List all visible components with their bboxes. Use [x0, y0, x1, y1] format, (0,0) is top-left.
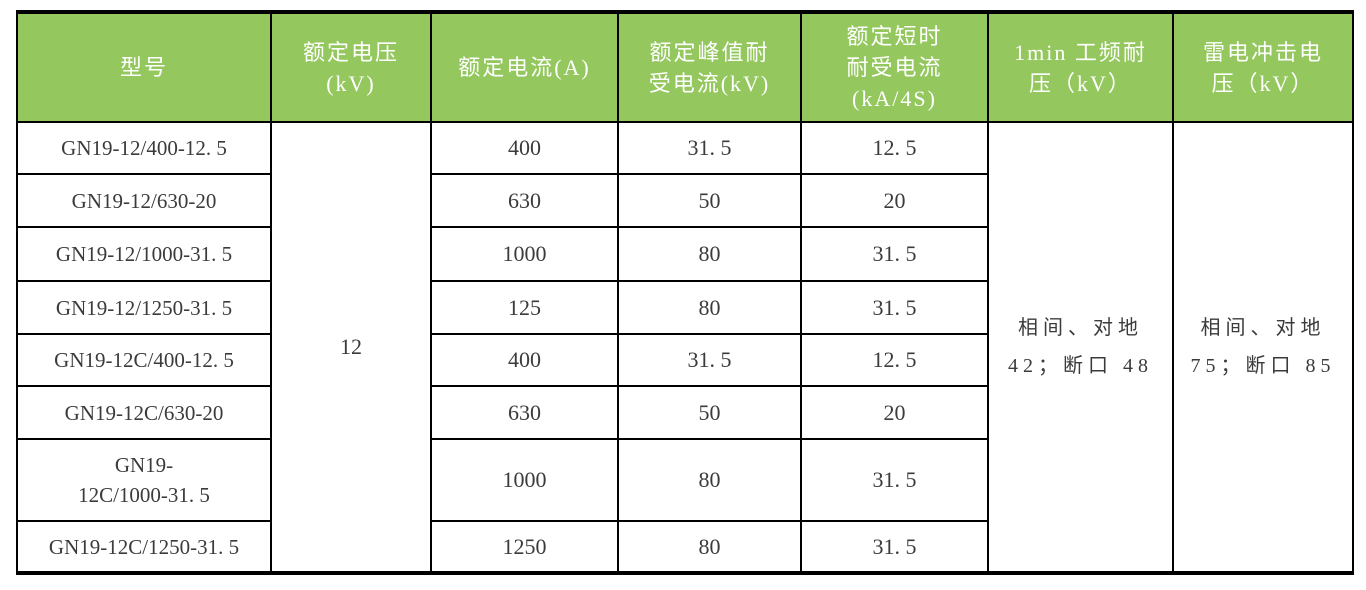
table-row: GN19-12/400-12. 5 12 400 31. 5 12. 5 相间、…	[16, 121, 1354, 574]
peak-withstand-cell: 50	[617, 385, 802, 440]
table-row: GN19-12/1000-31. 5 1000 80 31. 5	[16, 226, 1353, 282]
rated-current-cell: 1000	[430, 226, 619, 282]
model-cell: GN19- 12C/1000-31. 5	[16, 438, 272, 522]
peak-withstand-cell: 50	[617, 173, 802, 228]
power-freq-merged-cell: 相间、对地 42；断口 48	[987, 121, 1174, 574]
model-cell: GN19-12/400-12. 5	[16, 121, 272, 175]
short-time-withstand-cell: 31. 5	[800, 226, 989, 282]
header-power-freq-withstand: 1min 工频耐 压（kV）	[987, 11, 1174, 123]
table-row: GN19- 12C/1000-31. 5 1000 80 31. 5	[16, 438, 1353, 522]
table-row: GN19-12/630-20 630 50 20	[16, 173, 1353, 228]
spec-table: 型号 额定电压 (kV) 额定电流(A) 额定峰值耐 受电流(kV) 额定短时 …	[16, 10, 1354, 575]
table-row: GN19-12/1250-31. 5 125 80 31. 5	[16, 280, 1353, 335]
peak-withstand-cell: 80	[617, 226, 802, 282]
lightning-impulse-merged-cell: 相间、对地 75；断口 85	[1172, 121, 1354, 574]
rated-current-cell: 125	[430, 280, 619, 335]
model-cell: GN19-12/1000-31. 5	[16, 226, 272, 282]
table-row: GN19-12C/400-12. 5 400 31. 5 12. 5	[16, 333, 1353, 387]
rated-current-cell: 1250	[430, 520, 619, 574]
table-row: GN19-12C/630-20 630 50 20	[16, 385, 1353, 440]
header-row: 型号 额定电压 (kV) 额定电流(A) 额定峰值耐 受电流(kV) 额定短时 …	[16, 11, 1354, 123]
short-time-withstand-cell: 31. 5	[800, 520, 989, 574]
peak-withstand-cell: 80	[617, 280, 802, 335]
header-rated-voltage: 额定电压 (kV)	[270, 11, 432, 123]
model-cell: GN19-12C/630-20	[16, 385, 272, 440]
rated-current-cell: 400	[430, 333, 619, 387]
short-time-withstand-cell: 12. 5	[800, 121, 989, 175]
header-peak-withstand: 额定峰值耐 受电流(kV)	[617, 11, 802, 123]
header-short-time-withstand: 额定短时 耐受电流 (kA/4S)	[800, 11, 989, 123]
peak-withstand-cell: 80	[617, 520, 802, 574]
model-cell: GN19-12C/400-12. 5	[16, 333, 272, 387]
model-cell: GN19-12C/1250-31. 5	[16, 520, 272, 574]
short-time-withstand-cell: 12. 5	[800, 333, 989, 387]
model-cell: GN19-12/1250-31. 5	[16, 280, 272, 335]
peak-withstand-cell: 80	[617, 438, 802, 522]
short-time-withstand-cell: 20	[800, 385, 989, 440]
rated-voltage-merged-cell: 12	[270, 121, 432, 574]
peak-withstand-cell: 31. 5	[617, 121, 802, 175]
rated-current-cell: 630	[430, 173, 619, 228]
model-cell: GN19-12/630-20	[16, 173, 272, 228]
short-time-withstand-cell: 31. 5	[800, 438, 989, 522]
rated-current-cell: 400	[430, 121, 619, 175]
rated-current-cell: 1000	[430, 438, 619, 522]
header-rated-current: 额定电流(A)	[430, 11, 619, 123]
header-model: 型号	[16, 11, 272, 123]
table-row: GN19-12C/1250-31. 5 1250 80 31. 5	[16, 520, 1353, 574]
short-time-withstand-cell: 31. 5	[800, 280, 989, 335]
header-lightning-impulse: 雷电冲击电 压（kV）	[1172, 11, 1354, 123]
short-time-withstand-cell: 20	[800, 173, 989, 228]
rated-current-cell: 630	[430, 385, 619, 440]
peak-withstand-cell: 31. 5	[617, 333, 802, 387]
